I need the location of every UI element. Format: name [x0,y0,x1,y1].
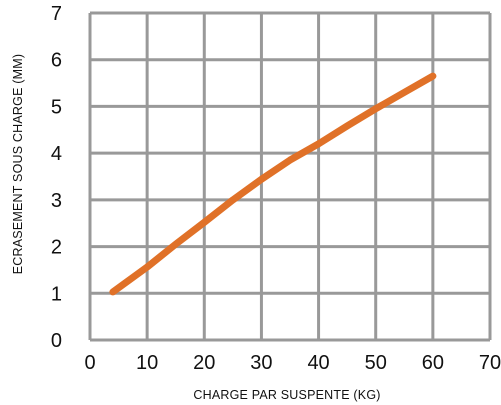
x-tick-label: 30 [250,352,272,374]
series-line-0 [109,72,437,296]
x-axis-ticks: 0 10 20 30 40 50 60 70 [84,352,501,374]
x-tick-label: 20 [193,352,215,374]
y-tick-label: 4 [51,143,62,165]
y-axis-ticks: 0 1 2 3 4 5 6 7 [51,3,62,352]
y-tick-label: 1 [51,283,62,305]
grid [88,11,492,342]
x-tick-label: 50 [365,352,387,374]
x-tick-label: 10 [136,352,158,374]
x-axis-title: CHARGE PAR SUSPENTE (KG) [193,388,380,402]
y-axis-title: ECRASEMENT SOUS CHARGE (MM) [11,54,25,274]
y-tick-label: 6 [51,50,62,72]
y-tick-label: 5 [51,96,62,118]
x-tick-label: 70 [479,352,501,374]
y-tick-label: 7 [51,3,62,25]
x-tick-label: 40 [307,352,329,374]
x-tick-label: 60 [422,352,444,374]
y-tick-label: 3 [51,190,62,212]
series-layer [109,72,437,296]
x-tick-label: 0 [84,352,95,374]
y-tick-label: 2 [51,237,62,259]
y-tick-label: 0 [51,330,62,352]
